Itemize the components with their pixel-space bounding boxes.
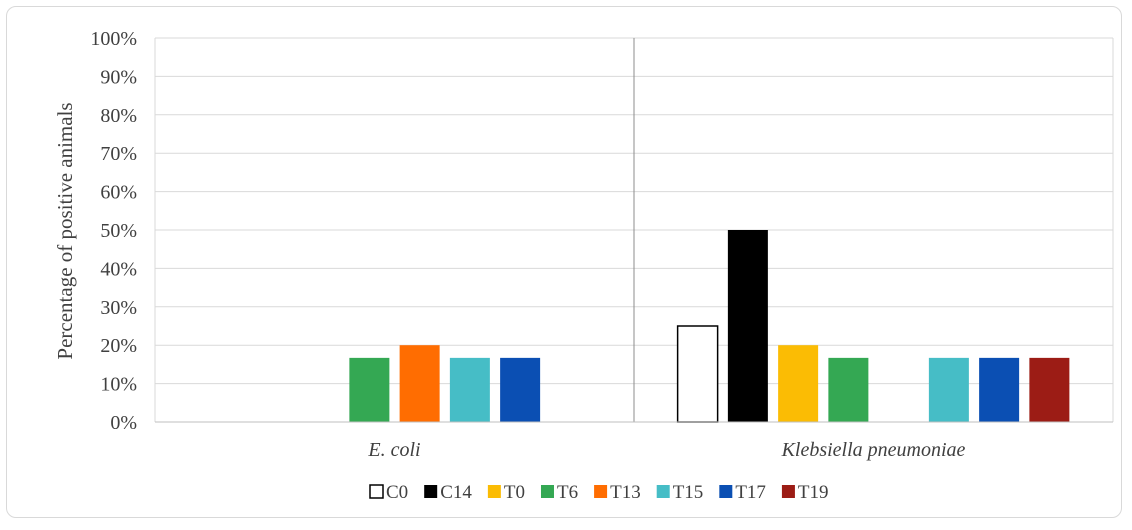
category-label: Klebsiella pneumoniae: [781, 439, 966, 461]
y-tick-label: 60%: [100, 182, 137, 204]
legend-swatch: [487, 485, 501, 498]
bar-t17-klebsiella: [979, 357, 1020, 422]
bar-t15-e-coli: [449, 357, 490, 422]
legend-item-t19: T19: [781, 482, 829, 503]
legend: C0 C14 T0 T6 T13 T15 T17 T19: [369, 482, 829, 503]
y-tick-label: 70%: [100, 143, 137, 165]
y-axis-label: Percentage of positive animals: [53, 102, 77, 359]
legend-swatch: [594, 485, 608, 498]
y-tick-label: 50%: [100, 220, 137, 242]
bar-c14-klebsiella: [727, 230, 768, 422]
y-tick-label: 20%: [100, 335, 137, 357]
category-label: E. coli: [367, 439, 420, 461]
bar-t15-klebsiella: [928, 357, 969, 422]
bar-t6-klebsiella: [828, 357, 869, 422]
axes: [154, 38, 1114, 423]
legend-label: C0: [386, 482, 408, 503]
bars: [349, 230, 1070, 423]
bar-t19-klebsiella: [1029, 357, 1070, 422]
legend-item-t17: T17: [719, 482, 766, 503]
bar-t17-e-coli: [500, 357, 541, 422]
chart-frame: [6, 6, 1122, 518]
legend-swatch: [424, 485, 438, 498]
y-tick-label: 0%: [110, 412, 137, 434]
legend-item-t6: T6: [540, 482, 578, 503]
bar-t6-e-coli: [349, 357, 390, 422]
legend-item-t0: T0: [487, 482, 525, 503]
legend-item-c0: C0: [369, 482, 408, 503]
legend-item-t13: T13: [594, 482, 641, 503]
legend-label: T13: [610, 482, 641, 503]
legend-swatch: [781, 485, 795, 498]
bar-t13-e-coli: [399, 345, 440, 422]
bar-t0-klebsiella: [778, 345, 819, 422]
y-tick-label: 90%: [100, 66, 137, 88]
y-tick-labels: 0% 10% 20% 30% 40% 50% 60% 70% 80% 90% 100%: [90, 28, 137, 434]
legend-swatch: [540, 485, 554, 498]
legend-label: T0: [504, 482, 525, 503]
y-tick-label: 10%: [100, 374, 137, 396]
legend-label: T19: [798, 482, 829, 503]
legend-item-t15: T15: [656, 482, 704, 503]
legend-swatch: [369, 484, 384, 499]
y-tick-label: 40%: [100, 258, 137, 280]
legend-label: T17: [735, 482, 766, 503]
legend-label: T6: [557, 482, 578, 503]
legend-item-c14: C14: [424, 482, 472, 503]
legend-label: C14: [440, 482, 472, 503]
y-tick-label: 100%: [90, 28, 137, 50]
y-tick-label: 80%: [100, 105, 137, 127]
category-labels: E. coli Klebsiella pneumoniae: [367, 439, 965, 461]
legend-label: T15: [673, 482, 704, 503]
y-tick-label: 30%: [100, 297, 137, 319]
bar-c0-klebsiella: [676, 325, 719, 423]
legend-swatch: [656, 485, 670, 498]
legend-swatch: [719, 485, 733, 498]
